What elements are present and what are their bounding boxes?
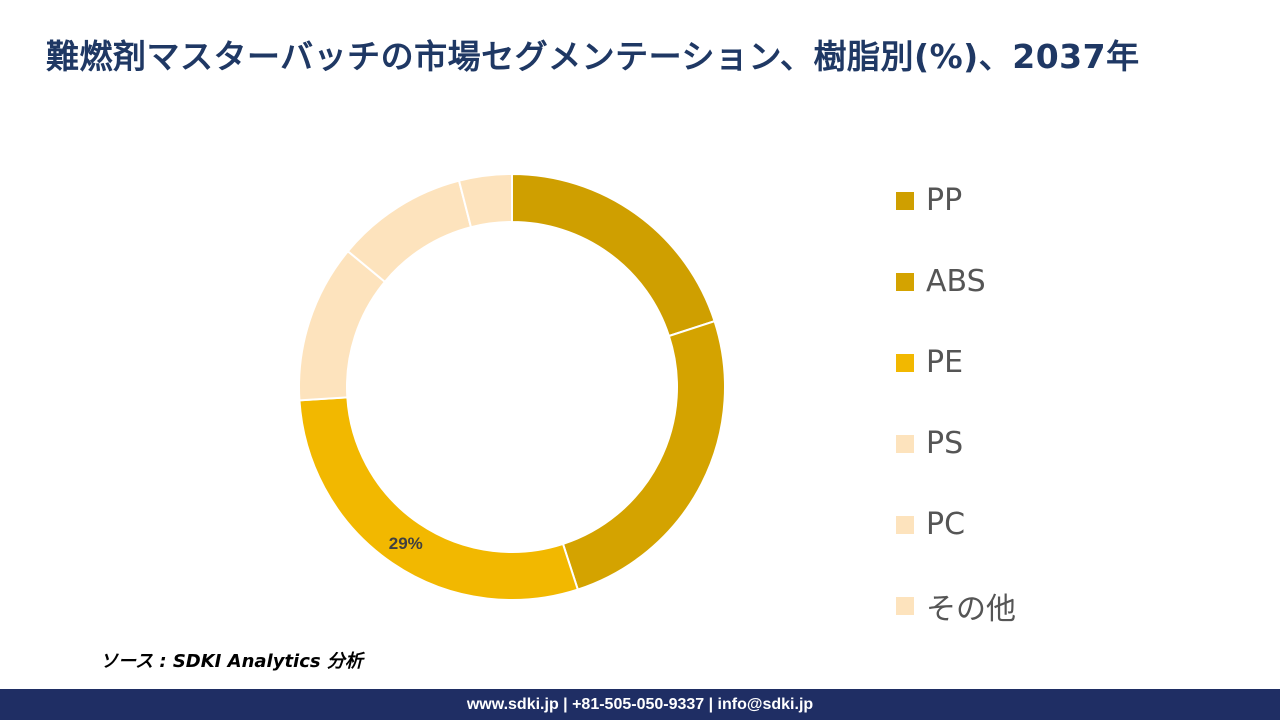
donut-data-labels: 29% bbox=[389, 534, 423, 553]
legend-swatch bbox=[896, 353, 914, 372]
legend-label: その他 bbox=[926, 591, 1016, 627]
chart-title: 難燃剤マスターバッチの市場セグメンテーション、樹脂別(%)、2037年 bbox=[46, 37, 1140, 76]
donut-slice-その他 bbox=[457, 172, 513, 229]
legend-swatch bbox=[896, 191, 914, 210]
donut-slice-ABS bbox=[561, 319, 726, 591]
legend-item-PE: PE bbox=[896, 322, 1256, 403]
donut-slice-PS bbox=[298, 249, 387, 402]
legend-item-ABS: ABS bbox=[896, 241, 1256, 322]
donut-slices bbox=[298, 172, 726, 601]
legend-item-PS: PS bbox=[896, 403, 1256, 484]
legend-swatch bbox=[896, 596, 914, 615]
legend-item-その他: その他 bbox=[896, 565, 1256, 646]
legend-label: PE bbox=[926, 345, 964, 380]
legend-swatch bbox=[896, 434, 914, 453]
donut-slice-PE bbox=[298, 396, 580, 601]
legend-swatch bbox=[896, 272, 914, 291]
donut-slice-PC bbox=[346, 179, 473, 284]
legend-swatch bbox=[896, 515, 914, 534]
legend-label: PP bbox=[926, 183, 963, 218]
legend-label: PS bbox=[926, 426, 964, 461]
donut-slice-PP bbox=[511, 172, 716, 338]
chart-legend: PP ABS PE PS PC その他 bbox=[896, 160, 1256, 646]
legend-label: PC bbox=[926, 507, 966, 542]
data-label-PE: 29% bbox=[389, 534, 423, 553]
legend-item-PC: PC bbox=[896, 484, 1256, 565]
source-note: ソース : SDKI Analytics 分析 bbox=[100, 651, 363, 672]
footer-bar: www.sdki.jp | +81-505-050-9337 | info@sd… bbox=[0, 689, 1280, 720]
legend-label: ABS bbox=[926, 264, 986, 299]
legend-item-PP: PP bbox=[896, 160, 1256, 241]
